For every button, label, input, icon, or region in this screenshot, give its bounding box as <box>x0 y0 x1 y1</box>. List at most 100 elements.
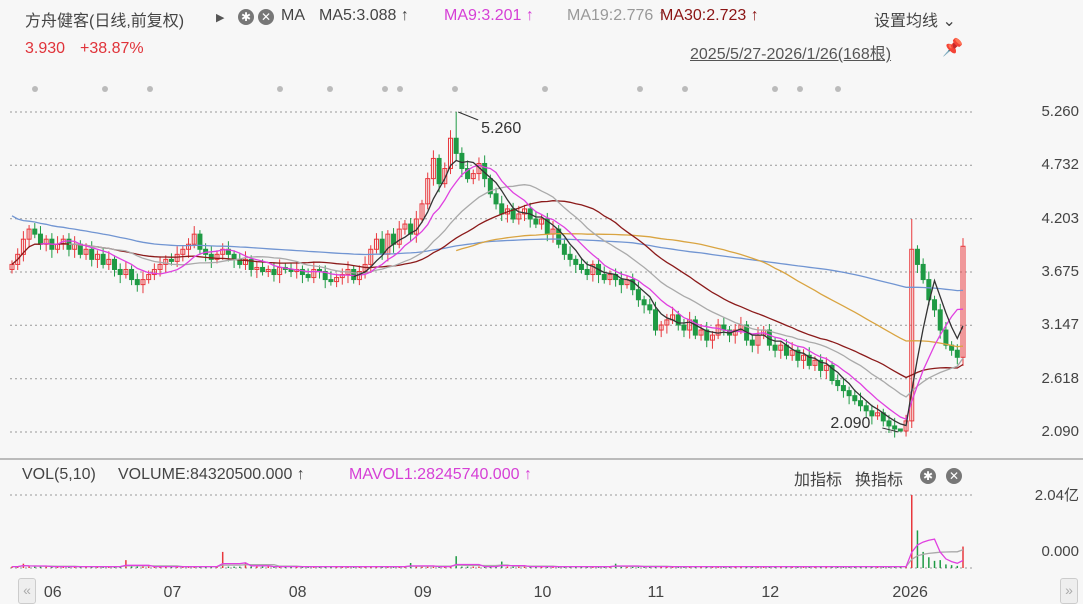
candle-body <box>180 248 186 255</box>
ma9-value: MA9:3.201 ↑ <box>444 7 534 24</box>
candle-body <box>299 268 305 276</box>
volume-axis-zero: 0.000 <box>1041 543 1079 560</box>
candle-body <box>835 380 841 387</box>
candle-body <box>909 248 915 422</box>
play-triangle-icon[interactable]: ▶ <box>216 12 225 24</box>
x-tick-label: 06 <box>43 584 62 601</box>
candle-body <box>260 266 266 272</box>
candle-body <box>37 233 43 245</box>
candle-body <box>106 258 112 265</box>
candle-body <box>134 279 140 286</box>
candle-body <box>186 243 192 250</box>
ma5-line <box>353 159 964 427</box>
candle-body <box>590 263 596 276</box>
candle-body <box>442 168 448 185</box>
candle-body <box>709 334 715 341</box>
candle-body <box>140 279 146 286</box>
candle-body <box>618 279 624 286</box>
candle-body <box>43 238 49 245</box>
candle-body <box>801 354 807 361</box>
candle-body <box>823 364 829 371</box>
candle-body <box>772 344 778 351</box>
last-price: 3.930 <box>25 40 66 57</box>
candle-body <box>408 223 414 235</box>
event-marker-icon <box>682 86 688 92</box>
ma60-line <box>456 232 964 348</box>
gear-icon[interactable]: ✱ <box>238 8 254 26</box>
event-marker-icon <box>772 86 778 92</box>
scroll-left-button[interactable]: « <box>18 578 36 604</box>
candle-body <box>123 268 129 276</box>
candle-body <box>863 405 869 412</box>
volume-gear-icon[interactable]: ✱ <box>920 467 936 485</box>
candle-body <box>789 349 795 356</box>
y-tick-label: 3.147 <box>1041 316 1079 334</box>
candle-body <box>174 253 180 262</box>
candle-body <box>818 359 824 371</box>
x-tick-label: 2026 <box>892 584 928 601</box>
x-tick-label: 10 <box>533 584 552 601</box>
x-tick-label: 09 <box>414 584 432 601</box>
vol-label: VOL(5,10) <box>22 466 96 483</box>
candle-body <box>556 228 562 245</box>
candle-body <box>852 395 858 402</box>
candle-body <box>903 420 909 432</box>
candle-body <box>459 152 465 170</box>
candle-body <box>100 253 106 265</box>
close-icon[interactable]: ✕ <box>258 8 274 26</box>
candle-body <box>954 349 960 358</box>
candle-body <box>322 270 328 281</box>
ma-settings-button[interactable]: 设置均线 ⌄ <box>874 13 956 30</box>
candle-body <box>379 238 385 255</box>
candle-body <box>465 168 471 180</box>
event-marker-icon <box>102 86 108 92</box>
candle-body <box>533 218 539 225</box>
candle-body <box>271 268 277 276</box>
candle-body <box>875 412 881 417</box>
candle-body <box>499 203 505 215</box>
volume-close-icon[interactable]: ✕ <box>946 467 962 485</box>
candle-body <box>840 385 846 392</box>
annotation-label: 2.090 <box>830 415 870 432</box>
switch-indicator-button[interactable]: 换指标 <box>855 472 904 489</box>
candle-body <box>351 268 357 281</box>
volume-value: VOLUME:84320500.000 ↑ <box>118 466 305 483</box>
candle-body <box>311 268 317 279</box>
candle-body <box>208 253 214 260</box>
date-range-link[interactable]: 2025/5/27-2026/1/26(168根) <box>690 46 892 63</box>
candle-body <box>607 274 613 281</box>
y-tick-label: 2.090 <box>1041 423 1079 440</box>
candle-body <box>516 213 522 220</box>
pin-icon[interactable]: 📌 <box>942 38 964 57</box>
candle-body <box>522 208 528 215</box>
candle-body <box>567 253 573 260</box>
event-marker-icon <box>797 86 803 92</box>
chart-title: 方舟健客(日线,前复权) <box>25 13 185 30</box>
scroll-right-button[interactable]: » <box>1060 578 1078 604</box>
candle-body <box>715 324 721 336</box>
candle-body <box>83 248 89 255</box>
candle-body <box>578 263 584 270</box>
add-indicator-button[interactable]: 加指标 <box>794 472 843 489</box>
candle-body <box>32 228 38 235</box>
candle-body <box>886 420 892 427</box>
candle-body <box>117 268 123 276</box>
candle-body <box>265 268 271 272</box>
event-marker-icon <box>32 86 38 92</box>
candle-body <box>647 304 653 311</box>
candle-body <box>328 279 334 283</box>
y-tick-label: 5.260 <box>1041 103 1079 120</box>
candle-body <box>15 253 21 265</box>
event-marker-icon <box>147 86 153 92</box>
candle-body <box>305 274 311 279</box>
mavol-value: MAVOL1:28245740.000 ↑ <box>349 466 532 483</box>
candle-body <box>470 173 476 180</box>
candle-body <box>573 258 579 265</box>
candle-body <box>77 243 83 255</box>
candle-body <box>436 157 442 185</box>
candle-body <box>641 299 647 306</box>
candle-body <box>857 400 863 407</box>
candle-body <box>242 258 248 265</box>
candle-body <box>157 263 163 270</box>
